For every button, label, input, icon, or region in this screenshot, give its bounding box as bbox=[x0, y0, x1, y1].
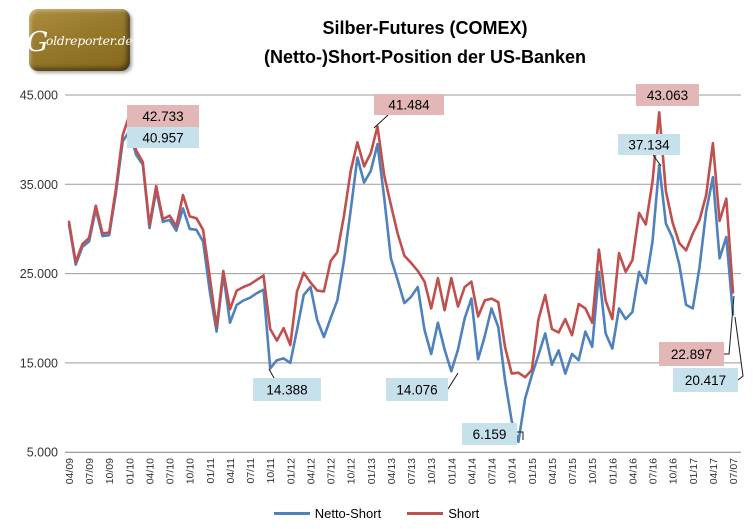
x-axis-label: 04/16 bbox=[627, 458, 639, 484]
annotation-value: 40.957 bbox=[142, 130, 183, 145]
x-axis-label: 10/13 bbox=[426, 458, 438, 484]
annotation-leader bbox=[447, 372, 459, 390]
annotation-box bbox=[374, 94, 444, 115]
x-axis-label: 04/13 bbox=[386, 458, 398, 484]
x-axis-label: 01/12 bbox=[285, 458, 297, 484]
x-axis-label: 01/15 bbox=[527, 458, 539, 484]
annotation-box bbox=[673, 368, 738, 392]
annotation-box bbox=[659, 342, 724, 366]
chart-title-block: Silber-Futures (COMEX) (Netto-)Short-Pos… bbox=[130, 14, 720, 72]
annotation-value: 14.388 bbox=[266, 382, 307, 397]
logo-rest: oldreporter.de bbox=[45, 32, 133, 48]
x-axis-label: 01/11 bbox=[205, 458, 217, 484]
x-axis-label: 01/14 bbox=[446, 458, 458, 484]
legend-swatch-netto-short bbox=[273, 511, 310, 515]
annotation-leader bbox=[652, 154, 662, 167]
annotation-value: 14.076 bbox=[396, 382, 437, 397]
y-axis-label: 35.000 bbox=[20, 178, 58, 192]
x-axis-label: 04/09 bbox=[64, 458, 76, 484]
x-axis-label: 07/16 bbox=[648, 458, 660, 484]
annotation-box bbox=[127, 127, 199, 148]
y-axis-label: 45.000 bbox=[20, 89, 58, 103]
netto-short-series-line bbox=[67, 129, 735, 444]
legend-label-netto-short: Netto-Short bbox=[314, 505, 382, 521]
annotation-leader bbox=[517, 431, 524, 440]
x-axis-label: 07/10 bbox=[165, 458, 177, 484]
x-axis-label: 10/15 bbox=[587, 458, 599, 484]
x-axis-label: 10/16 bbox=[668, 458, 680, 484]
x-axis-label: 10/09 bbox=[104, 458, 116, 484]
x-axis-label: 07/11 bbox=[245, 458, 257, 484]
x-axis-label: 04/17 bbox=[708, 458, 720, 484]
legend-item-netto-short: Netto-Short bbox=[273, 505, 382, 521]
legend-swatch-short bbox=[407, 511, 444, 515]
annotation-box bbox=[618, 134, 680, 155]
x-axis-label: 07/07 bbox=[728, 458, 740, 484]
annotation-box bbox=[636, 84, 699, 106]
annotation-box bbox=[127, 105, 199, 127]
annotation-value: 43.063 bbox=[647, 88, 688, 103]
x-axis-label: 04/14 bbox=[466, 458, 478, 484]
x-axis-label: 10/14 bbox=[507, 458, 519, 484]
annotation-value: 37.134 bbox=[628, 137, 670, 152]
legend: Netto-Short Short bbox=[0, 501, 753, 525]
annotation-box bbox=[386, 378, 448, 401]
annotation-value: 42.733 bbox=[142, 109, 183, 124]
x-axis-label: 07/13 bbox=[406, 458, 418, 484]
annotation-leader bbox=[724, 295, 735, 355]
x-axis-label: 10/11 bbox=[265, 458, 277, 484]
x-axis-label: 07/09 bbox=[84, 458, 96, 484]
legend-item-short: Short bbox=[407, 506, 479, 521]
y-axis-label: 5.000 bbox=[27, 446, 58, 460]
x-axis-label: 01/16 bbox=[607, 458, 619, 484]
x-axis-label: 10/12 bbox=[346, 458, 358, 484]
annotation-value: 41.484 bbox=[388, 97, 430, 112]
x-axis-label: 07/14 bbox=[487, 458, 499, 484]
x-axis-label: 01/13 bbox=[366, 458, 378, 484]
y-axis-label: 25.000 bbox=[20, 267, 58, 281]
annotation-leader bbox=[734, 316, 744, 381]
chart-title: Silber-Futures (COMEX) bbox=[322, 18, 528, 38]
x-axis-label: 10/10 bbox=[185, 458, 197, 484]
legend-label-short: Short bbox=[448, 505, 480, 521]
x-axis-label: 04/10 bbox=[144, 458, 156, 484]
annotation-value: 20.417 bbox=[685, 373, 726, 388]
x-axis-label: 04/11 bbox=[225, 458, 237, 484]
x-axis-label: 07/12 bbox=[326, 458, 338, 484]
goldreporter-logo: Goldreporter.de bbox=[27, 9, 133, 71]
short-series-line bbox=[67, 111, 735, 379]
x-axis-label: 01/17 bbox=[688, 458, 700, 484]
chart-subtitle: (Netto-)Short-Position der US-Banken bbox=[264, 47, 586, 67]
annotation-leader bbox=[268, 368, 275, 379]
logo-text: Goldreporter.de bbox=[27, 29, 133, 56]
annotation-value: 6.159 bbox=[473, 427, 507, 442]
logo-initial: G bbox=[26, 26, 49, 58]
annotation-leader bbox=[373, 114, 389, 129]
annotation-value: 22.897 bbox=[671, 347, 712, 362]
y-axis-label: 15.000 bbox=[20, 356, 58, 370]
x-axis-label: 04/15 bbox=[547, 458, 559, 484]
x-axis-label: 07/15 bbox=[567, 458, 579, 484]
annotation-box bbox=[253, 378, 321, 401]
x-axis-label: 01/10 bbox=[124, 458, 136, 484]
annotation-box bbox=[462, 423, 517, 445]
x-axis-label: 04/12 bbox=[305, 458, 317, 484]
